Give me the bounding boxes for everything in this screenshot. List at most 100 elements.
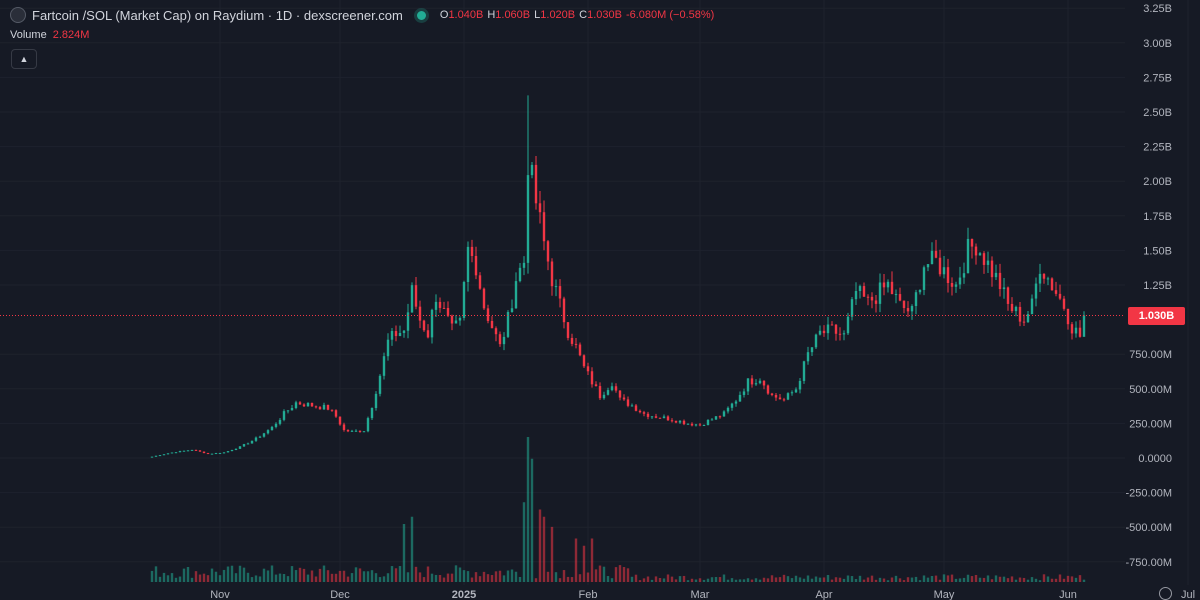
- candle: [470, 246, 474, 257]
- candle: [858, 286, 862, 292]
- volume-bar: [1018, 577, 1022, 582]
- candle: [1078, 327, 1082, 337]
- candle: [818, 330, 822, 335]
- volume-bar: [614, 567, 618, 582]
- grid-layer: [0, 0, 1188, 585]
- volume-bar: [890, 577, 894, 582]
- candle: [234, 448, 238, 451]
- candle: [326, 404, 330, 410]
- time-tick-label: 2025: [452, 589, 476, 600]
- volume-bar: [714, 577, 718, 582]
- price-tick-label: 1.75B: [1143, 211, 1172, 223]
- candle: [382, 356, 386, 376]
- candle: [698, 424, 702, 426]
- candle: [758, 380, 762, 384]
- candle: [446, 308, 450, 316]
- volume-bar: [762, 577, 766, 582]
- volume-bar: [938, 579, 942, 582]
- price-tick-label: 2.75B: [1143, 72, 1172, 84]
- candle: [1018, 306, 1022, 322]
- candle: [418, 306, 422, 321]
- candle: [618, 390, 622, 398]
- candle: [654, 416, 658, 418]
- volume-bar: [782, 574, 786, 582]
- volume-bar: [1050, 578, 1054, 582]
- volume-bar: [266, 570, 270, 582]
- candle: [266, 430, 270, 434]
- volume-bar: [1010, 576, 1014, 582]
- candle: [410, 285, 414, 313]
- volume-bar: [846, 575, 850, 582]
- volume-bar: [854, 579, 858, 582]
- volume-bar: [706, 578, 710, 582]
- volume-bars: [150, 437, 1086, 582]
- price-tick-label: -500.00M: [1126, 522, 1172, 534]
- price-tick-label: 1.25B: [1143, 280, 1172, 292]
- candle: [642, 412, 646, 414]
- candle: [582, 355, 586, 367]
- volume-bar: [934, 575, 938, 582]
- volume-bar: [170, 573, 174, 582]
- volume-bar: [654, 576, 658, 582]
- candle: [850, 299, 854, 317]
- candle: [150, 456, 154, 458]
- time-axis[interactable]: Nov Dec 2025 Feb Mar Apr May Jun Jul: [210, 589, 1195, 600]
- volume-bar: [1074, 577, 1078, 582]
- candle: [782, 399, 786, 401]
- candle: [182, 450, 186, 452]
- volume-bar: [754, 578, 758, 582]
- candle: [666, 416, 670, 421]
- candle: [522, 262, 526, 268]
- candle: [178, 451, 182, 453]
- volume-bar: [1046, 576, 1050, 582]
- candle: [778, 397, 782, 400]
- volume-bar: [334, 573, 338, 582]
- candle: [370, 407, 374, 419]
- candle: [586, 366, 590, 372]
- candle: [862, 286, 866, 297]
- candle: [526, 175, 530, 263]
- collapse-legend-button[interactable]: ▲: [11, 49, 37, 69]
- candle: [926, 264, 930, 268]
- price-tick-label: 2.50B: [1143, 107, 1172, 119]
- volume-bar: [678, 576, 682, 582]
- candle: [830, 324, 834, 326]
- candle: [402, 330, 406, 333]
- volume-bar: [930, 575, 934, 582]
- candle: [658, 417, 662, 419]
- last-price-tag: 1.030B: [1128, 307, 1185, 325]
- volume-bar: [178, 576, 182, 582]
- candle: [746, 378, 750, 392]
- candle: [846, 316, 850, 334]
- candle: [1038, 273, 1042, 284]
- candle: [882, 282, 886, 288]
- volume-value: 2.824M: [52, 29, 90, 41]
- volume-bar: [566, 576, 570, 582]
- candle: [754, 383, 758, 385]
- candle: [634, 405, 638, 411]
- volume-bar: [570, 577, 574, 582]
- candle: [270, 426, 274, 431]
- volume-bar: [366, 571, 370, 582]
- volume-bar: [278, 573, 282, 582]
- candle: [298, 402, 302, 405]
- volume-bar: [546, 571, 550, 582]
- volume-bar: [830, 579, 834, 582]
- gear-icon[interactable]: [1159, 587, 1172, 600]
- volume-bar: [618, 565, 622, 582]
- volume-bar: [226, 566, 230, 582]
- price-axis[interactable]: 3.25B 3.00B 2.75B 2.50B 2.25B 2.00B 1.75B 1.50B…: [1126, 3, 1172, 569]
- candle: [578, 344, 582, 356]
- volume-bar: [790, 578, 794, 582]
- candle: [922, 267, 926, 290]
- ohlc-low: L1.020B: [534, 9, 576, 21]
- price-tick-label: 2.00B: [1143, 176, 1172, 188]
- candle: [302, 404, 306, 407]
- volume-bar: [834, 577, 838, 582]
- volume-bar: [650, 579, 654, 582]
- candle: [918, 289, 922, 293]
- price-tick-label: 250.00M: [1129, 418, 1172, 430]
- candle: [982, 253, 986, 265]
- volume-bar: [814, 576, 818, 582]
